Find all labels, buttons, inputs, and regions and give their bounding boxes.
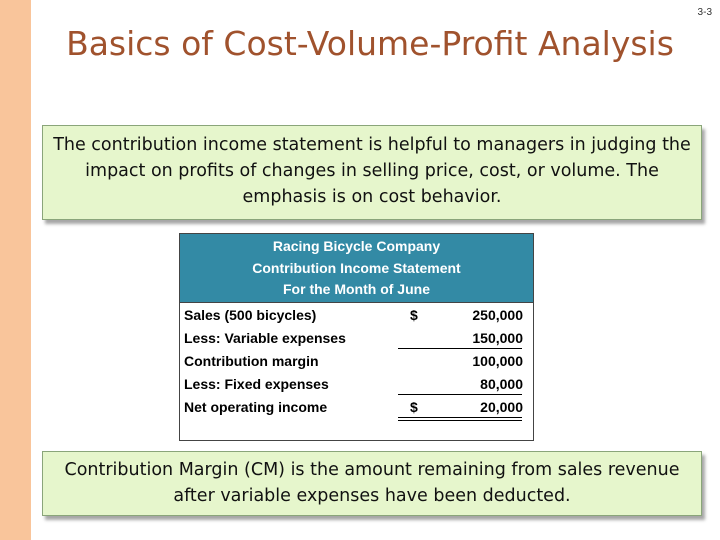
row-currency: $ [410, 306, 418, 323]
row-amount: 150,000 [472, 329, 523, 346]
statement-row: Sales (500 bicycles) $ 250,000 [180, 303, 533, 326]
intro-text: The contribution income statement is hel… [53, 135, 691, 207]
row-label: Less: Variable expenses [184, 329, 346, 346]
double-rule-bottom [398, 419, 522, 421]
company-name: Racing Bicycle Company [272, 238, 441, 254]
intro-callout: The contribution income statement is hel… [42, 125, 702, 220]
slide-title: Basics of Cost-Volume-Profit Analysis [66, 24, 674, 63]
statement-header: Racing Bicycle Company Contribution Inco… [180, 234, 533, 303]
subtotal-rule [398, 347, 522, 349]
row-currency: $ [410, 398, 418, 415]
statement-row: Contribution margin 100,000 [180, 349, 533, 372]
row-amount: 20,000 [480, 398, 523, 415]
row-amount: 250,000 [472, 306, 523, 323]
row-amount: 80,000 [480, 375, 523, 392]
statement-row: Net operating income $ 20,000 [180, 395, 533, 421]
row-label: Less: Fixed expenses [184, 375, 329, 392]
row-label: Contribution margin [184, 352, 319, 369]
statement-name: Contribution Income Statement [252, 259, 461, 276]
slide-number: 3-3 [697, 7, 712, 18]
statement-row: Less: Fixed expenses 80,000 [180, 372, 533, 395]
row-label: Net operating income [184, 398, 328, 415]
row-amount: 100,000 [472, 352, 523, 369]
accent-band [0, 0, 31, 540]
income-statement: Racing Bicycle Company Contribution Inco… [179, 233, 534, 441]
statement-row: Less: Variable expenses 150,000 [180, 326, 533, 349]
double-rule-top [398, 416, 522, 418]
definition-text: Contribution Margin (CM) is the amount r… [64, 460, 680, 506]
statement-period: For the Month of June [283, 281, 430, 297]
definition-callout: Contribution Margin (CM) is the amount r… [42, 451, 702, 516]
subtotal-rule [398, 393, 522, 395]
row-label: Sales (500 bicycles) [184, 306, 317, 323]
